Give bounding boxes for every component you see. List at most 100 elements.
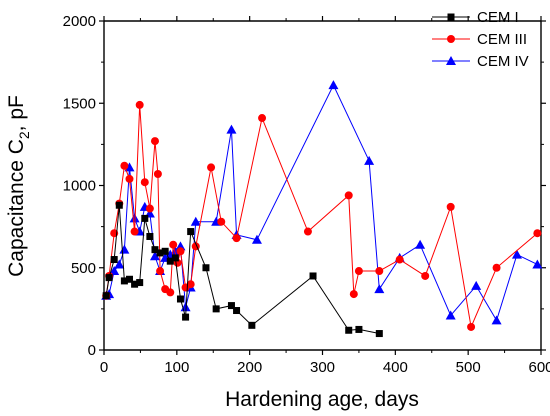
data-point-cem-iv [364, 155, 375, 165]
data-point-cem-iv [532, 259, 543, 269]
data-point-cem-iii [169, 240, 178, 249]
data-point-cem-i [248, 321, 256, 329]
data-point-cem-i [233, 307, 241, 315]
data-point-cem-i [171, 254, 179, 262]
x-tick-label: 500 [456, 359, 481, 376]
data-point-cem-i [151, 246, 159, 254]
legend-label-cem-iii: CEM III [477, 31, 527, 48]
data-point-cem-i [110, 256, 118, 264]
data-point-cem-iii [344, 191, 353, 200]
data-point-cem-iii [217, 217, 226, 226]
y-axis-title-suffix: , pF [5, 95, 28, 131]
data-point-cem-iv [226, 124, 237, 134]
data-point-cem-iii [207, 163, 216, 172]
data-point-cem-i [146, 232, 154, 240]
series-line-cem-i [105, 205, 380, 335]
data-point-cem-iii [186, 280, 195, 289]
data-point-cem-i [105, 274, 113, 282]
data-point-cem-i [136, 279, 144, 287]
x-axis-ticks: 0 100 200 300 400 500 600 [100, 16, 550, 376]
data-point-cem-iv [124, 162, 135, 172]
data-point-cem-iii [176, 247, 185, 256]
y-axis-ticks: 0 500 1000 1500 2000 [63, 13, 546, 359]
y-tick-label: 2000 [63, 13, 96, 30]
data-point-cem-iv [415, 239, 426, 249]
data-point-cem-i [176, 295, 184, 303]
legend-item-cem-iv: CEM IV [432, 53, 529, 70]
data-point-cem-iii [395, 255, 404, 264]
data-point-cem-iii [140, 178, 149, 187]
data-point-cem-iv [251, 234, 262, 244]
data-point-cem-i [102, 292, 110, 300]
y-axis-title-subscript: 2 [16, 131, 32, 139]
data-point-cem-iii [349, 290, 358, 299]
legend-label-cem-iv: CEM IV [477, 53, 529, 70]
y-axis-title: Capacitance C2, pF [5, 95, 32, 277]
y-tick-label: 500 [71, 260, 96, 277]
x-tick-label: 300 [310, 359, 335, 376]
data-point-cem-i [182, 313, 190, 321]
data-point-cem-iii [166, 288, 175, 297]
x-tick-label: 100 [164, 359, 189, 376]
data-point-cem-i [115, 201, 123, 209]
data-point-cem-i [156, 249, 164, 257]
x-tick-label: 600 [528, 359, 550, 376]
data-point-cem-iii [232, 234, 241, 243]
data-point-cem-iii [130, 227, 139, 236]
data-point-cem-i [309, 272, 317, 280]
data-point-cem-iii [258, 114, 267, 123]
data-point-cem-iii [153, 169, 162, 178]
legend-item-cem-i: CEM I [432, 9, 519, 26]
data-point-cem-i [345, 326, 353, 334]
legend-label-cem-i: CEM I [477, 9, 519, 26]
data-point-cem-iv [149, 251, 160, 261]
data-point-cem-iii [354, 267, 363, 276]
legend-marker-cem-iv [446, 56, 456, 65]
data-point-cem-iv [190, 216, 201, 226]
x-tick-label: 400 [383, 359, 408, 376]
data-point-cem-i [125, 275, 133, 283]
data-point-cem-i [227, 302, 235, 310]
data-point-cem-i [375, 330, 383, 338]
data-point-cem-iii [446, 202, 455, 211]
data-point-cem-iv [491, 315, 502, 325]
data-point-cem-iii [492, 263, 501, 272]
legend-marker-cem-i [447, 13, 455, 21]
y-tick-label: 1000 [63, 178, 96, 195]
data-point-cem-iv [129, 213, 140, 223]
data-point-cem-iii [145, 204, 154, 213]
data-point-cem-iv [328, 80, 339, 90]
x-tick-label: 0 [100, 359, 108, 376]
x-axis-title: Hardening age, days [225, 388, 419, 411]
data-point-cem-i [131, 280, 139, 288]
legend-marker-cem-iii [447, 35, 455, 43]
data-point-cem-iii [125, 174, 134, 183]
legend: CEM I CEM III CEM IV [432, 9, 529, 70]
legend-item-cem-iii: CEM III [432, 31, 527, 48]
data-point-cem-i [120, 277, 128, 285]
data-point-cem-iv [374, 284, 385, 294]
data-point-cem-iii [375, 267, 384, 276]
data-point-cem-iii [303, 227, 312, 236]
data-point-cem-i [161, 247, 169, 255]
y-tick-label: 1500 [63, 95, 96, 112]
data-point-cem-i [166, 257, 174, 265]
data-point-cem-iii [467, 322, 476, 331]
data-point-cem-i [212, 305, 220, 313]
data-point-cem-iii [150, 137, 159, 146]
data-point-cem-iv [175, 241, 186, 251]
y-tick-label: 0 [88, 342, 96, 359]
data-point-cem-iv [119, 244, 130, 254]
data-point-cem-i [187, 228, 195, 236]
data-point-cem-iv [114, 259, 125, 269]
data-point-cem-i [355, 325, 363, 333]
axes-frame [103, 20, 542, 351]
data-point-cem-iv [445, 310, 456, 320]
data-point-cem-iv [511, 249, 522, 259]
data-point-cem-iii [156, 267, 165, 276]
y-axis-title-main: Capacitance C [5, 139, 28, 277]
data-point-cem-iii [135, 100, 144, 109]
data-point-cem-iv [109, 266, 120, 276]
data-point-cem-i [141, 214, 149, 222]
